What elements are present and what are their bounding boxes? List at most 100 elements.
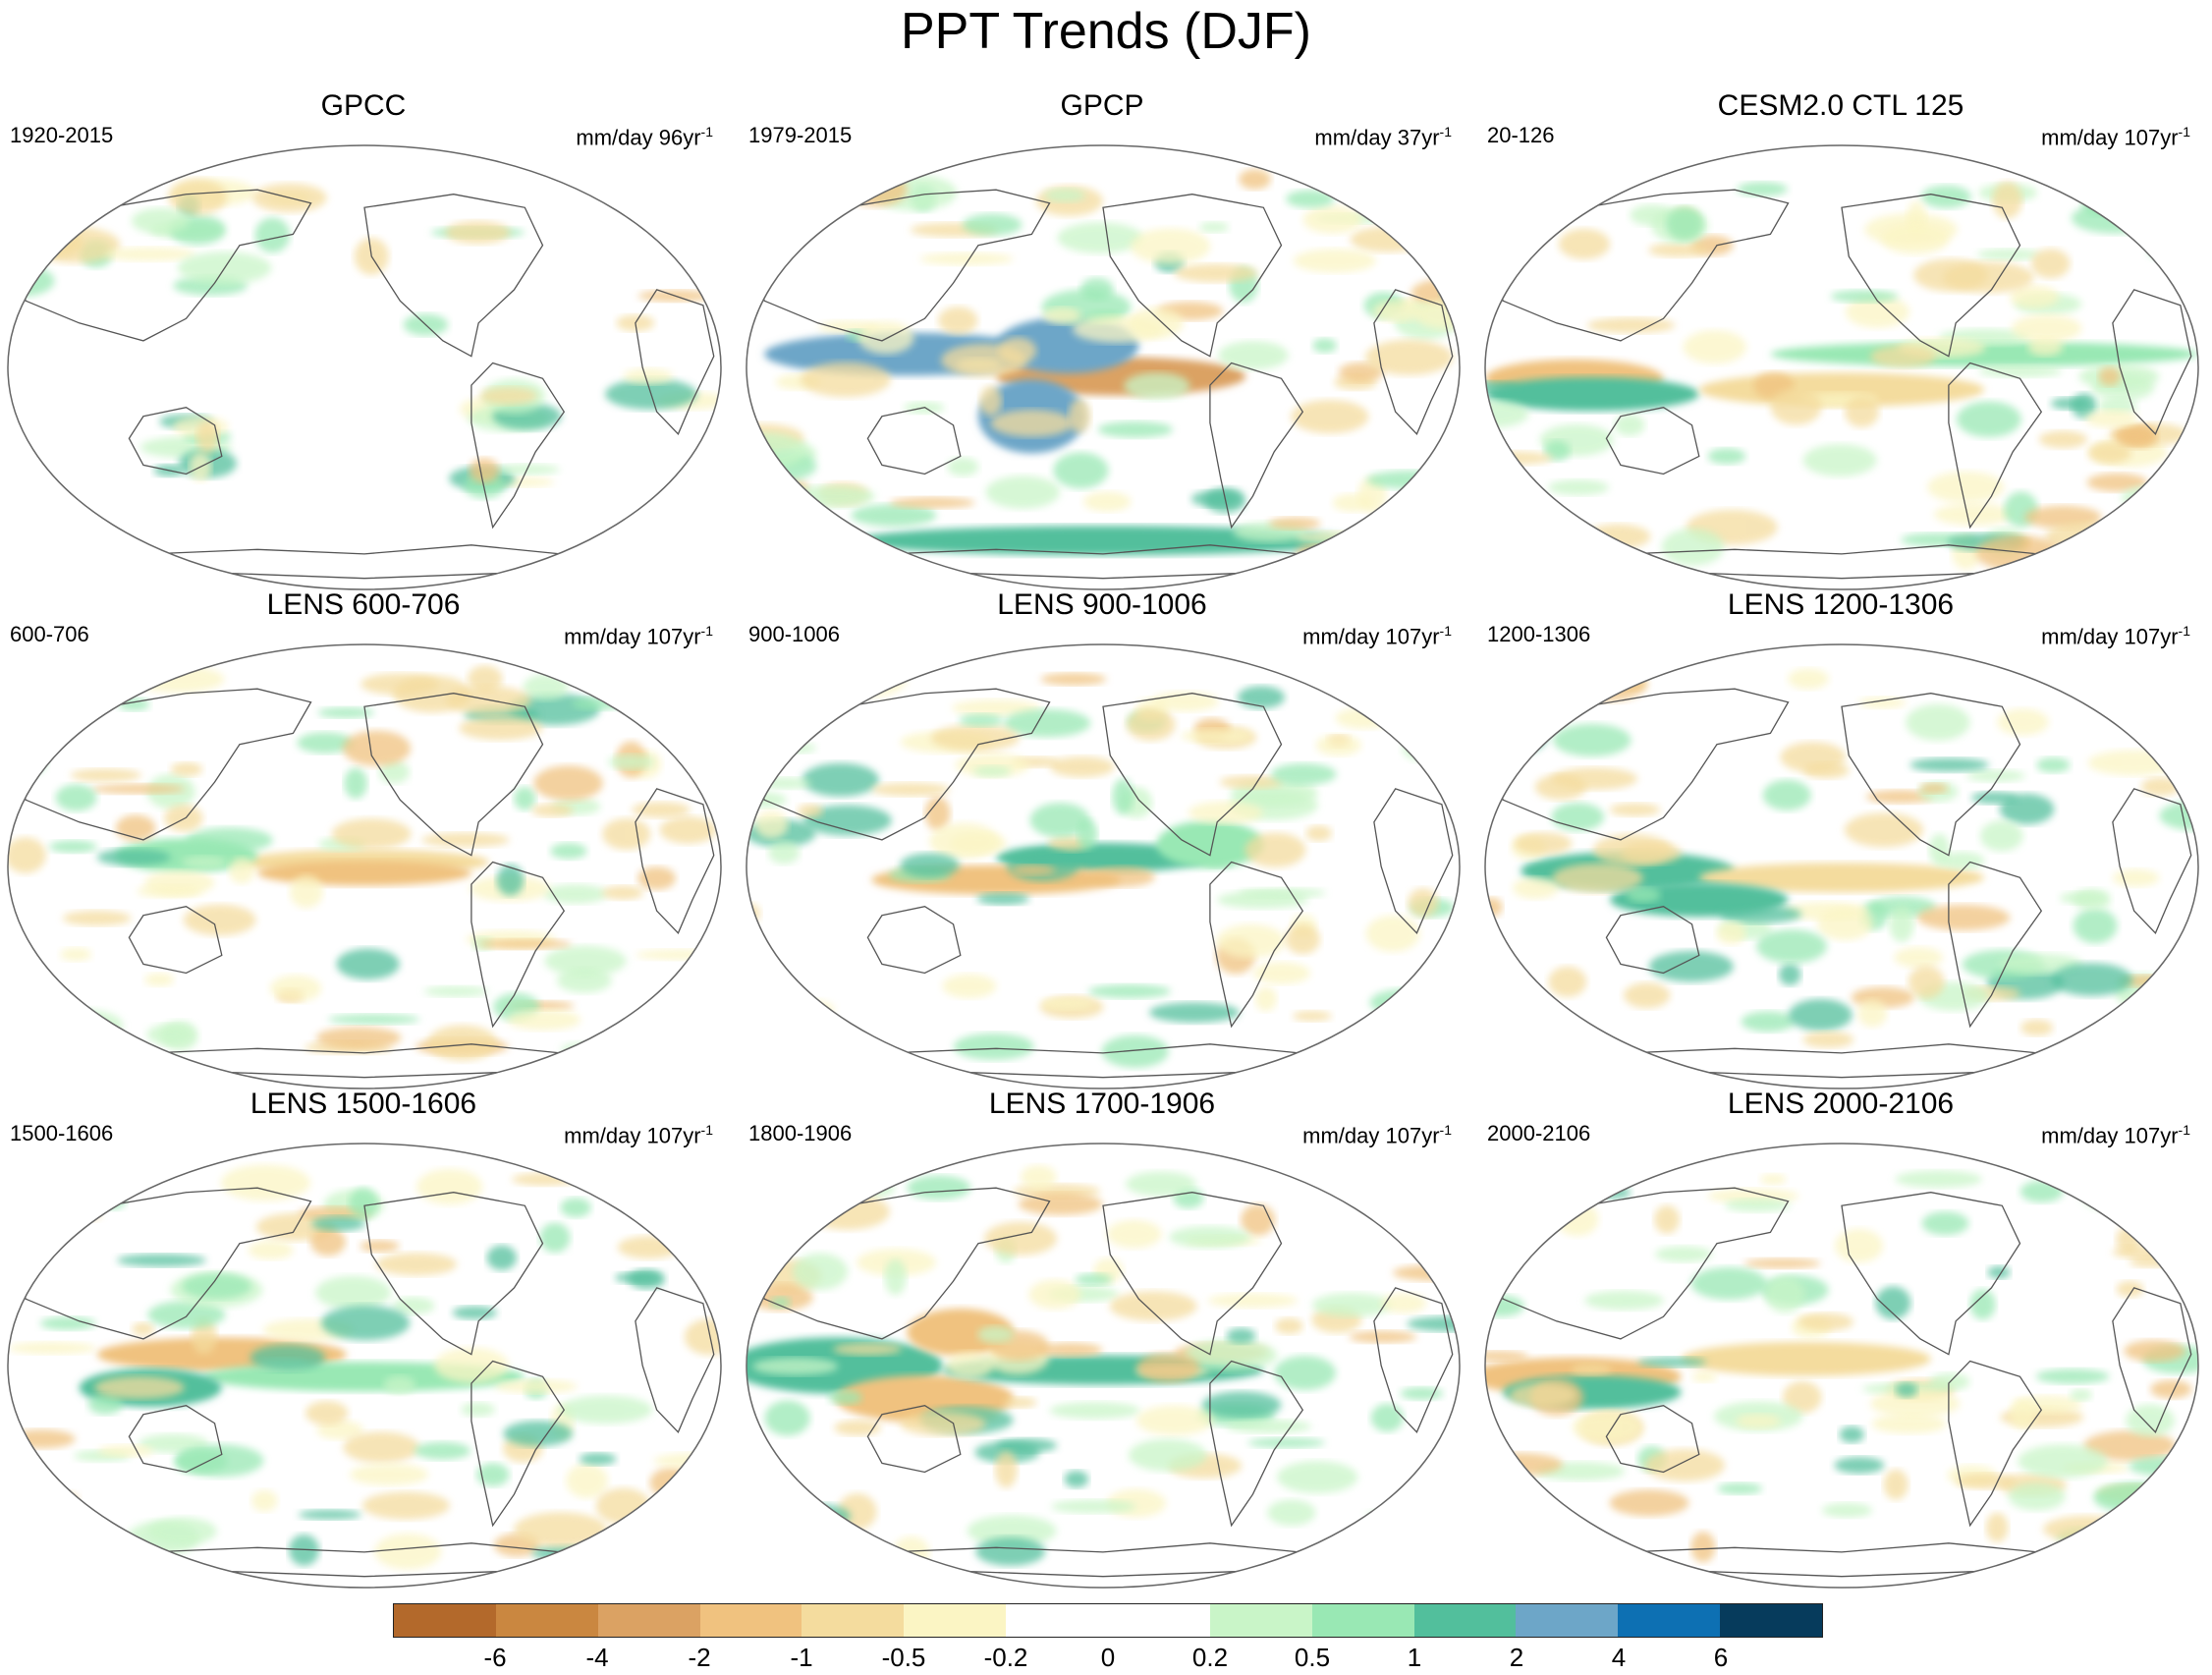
trend-blob <box>254 217 291 253</box>
world-map <box>1484 144 2199 590</box>
trend-blob <box>1690 1532 1716 1563</box>
trend-blob <box>655 1027 676 1046</box>
coastline-africa <box>2112 289 2192 435</box>
trend-blob <box>1411 1480 1460 1492</box>
panel-title: LENS 900-1006 <box>997 588 1207 621</box>
panel-period: 1800-1906 <box>748 1121 853 1145</box>
trend-blob <box>1239 169 1272 190</box>
coastline-australia <box>128 406 223 475</box>
trend-blob <box>183 904 256 936</box>
trend-blob <box>559 1395 653 1424</box>
trend-blob <box>985 475 1061 509</box>
trend-blob <box>1198 221 1230 233</box>
coastline-namerica <box>1102 693 1283 857</box>
trend-blob <box>461 1402 496 1417</box>
trend-blob <box>1762 779 1811 810</box>
trend-blob <box>1087 984 1171 999</box>
trend-blob <box>2071 202 2159 234</box>
trend-blob <box>309 1227 347 1256</box>
trend-blob <box>420 832 510 848</box>
trend-blob <box>1512 876 1559 899</box>
trend-blob <box>1037 1342 1103 1358</box>
trend-blob <box>1184 1339 1278 1371</box>
trend-blob <box>1648 243 1709 257</box>
trend-blob <box>90 783 186 795</box>
coastline-australia <box>1605 406 1700 475</box>
trend-blob <box>1181 728 1252 744</box>
colorbar-tick-label: 2 <box>1509 1643 1524 1672</box>
trend-blob <box>176 1444 264 1478</box>
trend-blob <box>468 665 503 693</box>
coastline-greenland <box>598 155 665 209</box>
trend-blob <box>1655 1246 1713 1262</box>
trend-blob <box>1875 1286 1911 1319</box>
coastline-australia <box>1605 1404 1700 1474</box>
colorbar-tick-label: 1 <box>1407 1643 1422 1672</box>
trend-blob <box>39 1316 96 1330</box>
trend-blob <box>623 367 674 385</box>
trend-blob <box>1845 296 1910 328</box>
trend-blob <box>1756 929 1827 964</box>
trend-blob <box>1844 812 1924 848</box>
trend-blob <box>1485 226 1547 249</box>
world-map <box>7 643 722 1089</box>
trend-blob <box>579 1452 617 1466</box>
panel-units-exponent: -1 <box>700 1122 713 1138</box>
trend-blob <box>147 1517 217 1545</box>
trend-blob <box>1126 707 1176 742</box>
trend-blob <box>1509 1382 1576 1408</box>
coastline-namerica <box>1841 194 2021 358</box>
panel-title: LENS 600-706 <box>266 588 461 621</box>
trend-blob <box>774 743 817 754</box>
trend-blob <box>951 699 1041 716</box>
trend-blob <box>531 803 574 817</box>
panel-units: mm/day 107yr-1 <box>1302 617 1452 650</box>
trend-blob <box>1216 923 1286 959</box>
panel-units: mm/day 107yr-1 <box>2041 118 2190 151</box>
trend-blob <box>1987 1265 2011 1279</box>
trend-blob <box>229 857 254 884</box>
coastline-asia <box>752 189 1051 342</box>
trend-blob <box>479 387 538 405</box>
trend-blob <box>1252 962 1311 984</box>
trend-blob <box>2027 337 2064 357</box>
panel-period: 1500-1606 <box>10 1121 114 1145</box>
trend-blob <box>1267 1499 1316 1526</box>
trend-blob <box>1552 863 1643 893</box>
coastline-samerica <box>1209 861 1304 1029</box>
trend-blob <box>2019 1180 2064 1203</box>
trend-blob <box>1207 1293 1299 1309</box>
trend-blob <box>900 853 960 878</box>
trend-blob <box>1716 921 1746 945</box>
trend-blob <box>343 1431 420 1464</box>
trend-blob <box>95 1541 154 1554</box>
trend-band <box>257 861 471 886</box>
coastline-australia <box>128 1404 223 1474</box>
colorbar-tick-label: 0 <box>1100 1643 1116 1672</box>
trend-blob <box>1434 462 1455 496</box>
trend-blob <box>1544 440 1571 462</box>
trend-blob <box>1816 907 1873 940</box>
trend-blob <box>1238 686 1286 709</box>
trend-blob <box>316 1420 363 1440</box>
trend-blob <box>770 1296 791 1309</box>
trend-blob <box>1821 1502 1873 1518</box>
panel-units-text: mm/day 107yr <box>2041 624 2179 649</box>
trend-blob <box>2084 409 2139 428</box>
trend-blob <box>1737 182 1789 196</box>
panel-units: mm/day 107yr-1 <box>2041 617 2190 650</box>
trend-blob <box>2043 1515 2130 1543</box>
trend-blob <box>764 1400 810 1436</box>
trend-blob <box>2126 1404 2175 1437</box>
trend-blob <box>1969 1289 1996 1320</box>
trend-blob <box>1583 1290 1664 1311</box>
trend-blob <box>1305 825 1332 842</box>
trend-blob <box>1408 888 1439 918</box>
trend-band <box>1698 863 1985 893</box>
colorbar-swatch <box>699 1604 802 1637</box>
trend-blob <box>1291 399 1369 434</box>
trend-blob <box>2183 952 2198 980</box>
trend-blob <box>1053 452 1109 489</box>
colorbar <box>393 1603 1823 1638</box>
trend-blob <box>1553 723 1631 757</box>
